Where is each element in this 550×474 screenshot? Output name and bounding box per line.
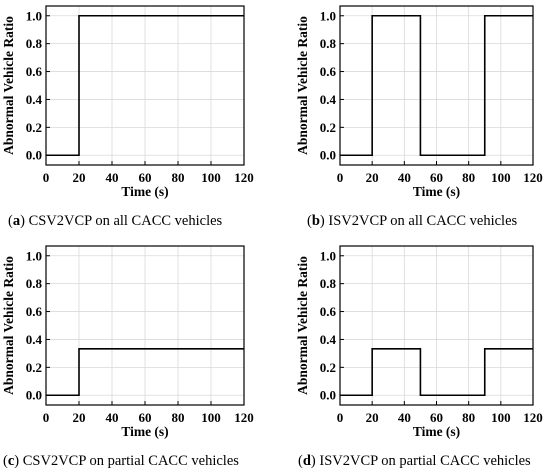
x-tick-label-d-0: 0: [337, 410, 344, 425]
caption-c-text: CSV2VCP on partial CACC vehicles: [22, 453, 239, 469]
x-tick-label-b-2: 40: [398, 170, 411, 185]
x-tick-label-c-3: 60: [139, 410, 152, 425]
y-tick-label-b-5: 1.0: [320, 8, 336, 23]
x-tick-label-b-0: 0: [337, 170, 344, 185]
x-tick-label-d-1: 20: [366, 410, 379, 425]
caption-b-text: ISV2VCP on all CACC vehicles: [328, 213, 518, 229]
x-tick-label-a-2: 40: [106, 170, 119, 185]
y-tick-label-c-1: 0.2: [26, 360, 42, 375]
y-tick-label-a-2: 0.4: [26, 92, 43, 107]
x-tick-label-b-5: 100: [491, 170, 511, 185]
y-axis-label-d: Abnormal Vehicle Ratio: [295, 256, 310, 395]
x-tick-label-a-1: 20: [73, 170, 86, 185]
chart-panel-c: 0 20 40 60 80 100 120 0.0 0.2 0.4 0.6 0.8 1.0 Time (s…: [1, 245, 254, 439]
x-tick-label-c-0: 0: [43, 410, 50, 425]
y-tick-label-c-4: 0.8: [26, 276, 43, 291]
caption-a: (a) CSV2VCP on all CACC vehicles: [8, 213, 223, 229]
series-line-a-0: [46, 14, 244, 157]
x-tick-label-a-5: 100: [201, 170, 221, 185]
x-tick-label-a-0: 0: [43, 170, 50, 185]
y-tick-label-b-1: 0.2: [320, 120, 336, 135]
y-tick-label-b-2: 0.4: [320, 92, 337, 107]
x-tick-label-b-3: 60: [430, 170, 443, 185]
y-tick-label-d-5: 1.0: [320, 248, 336, 263]
series-line-c-0: [46, 347, 244, 397]
y-tick-label-c-2: 0.4: [26, 332, 43, 347]
caption-d-letter: d: [302, 453, 311, 469]
x-tick-label-c-5: 100: [201, 410, 221, 425]
y-tick-label-a-1: 0.2: [26, 120, 42, 135]
y-tick-label-a-5: 1.0: [26, 8, 42, 23]
caption-c-letter: c: [7, 453, 15, 469]
x-tick-label-d-2: 40: [398, 410, 411, 425]
y-tick-label-a-4: 0.8: [26, 36, 43, 51]
chart-panel-b: 0 20 40 60 80 100 120 0.0 0.2 0.4 0.6 0.8 1.0 Time (s…: [295, 5, 543, 199]
y-tick-label-d-2: 0.4: [320, 332, 337, 347]
x-axis-label-d: Time (s): [413, 424, 460, 439]
x-tick-label-c-6: 120: [234, 410, 254, 425]
x-tick-label-d-4: 80: [462, 410, 475, 425]
x-tick-label-c-4: 80: [172, 410, 185, 425]
x-tick-label-b-4: 80: [462, 170, 475, 185]
y-axis-label-b: Abnormal Vehicle Ratio: [295, 16, 310, 155]
y-axis-label-c: Abnormal Vehicle Ratio: [1, 256, 16, 395]
series-line-b-0: [340, 14, 533, 157]
x-axis-label-b: Time (s): [413, 184, 460, 199]
x-tick-label-a-4: 80: [172, 170, 185, 185]
y-tick-label-d-4: 0.8: [320, 276, 337, 291]
y-tick-label-b-4: 0.8: [320, 36, 337, 51]
x-tick-label-c-2: 40: [106, 410, 119, 425]
x-axis-label-c: Time (s): [121, 424, 168, 439]
chart-panel-a: 0 20 40 60 80 100 120 0.0 0.2 0.4 0.6 0.8 1.0 Time (s…: [1, 5, 254, 199]
y-tick-label-b-0: 0.0: [320, 148, 336, 163]
y-tick-label-a-0: 0.0: [26, 148, 42, 163]
x-tick-label-d-6: 120: [523, 410, 543, 425]
y-tick-label-c-0: 0.0: [26, 388, 42, 403]
chart-panel-d: 0 20 40 60 80 100 120 0.0 0.2 0.4 0.6 0.8 1.0 Time (s…: [295, 245, 543, 439]
caption-a-letter: a: [12, 213, 21, 229]
y-axis-label-a: Abnormal Vehicle Ratio: [1, 16, 16, 155]
y-tick-label-d-3: 0.6: [320, 304, 337, 319]
y-tick-label-b-3: 0.6: [320, 64, 337, 79]
series-line-d-0: [340, 347, 533, 397]
caption-c: (c) CSV2VCP on partial CACC vehicles: [3, 453, 239, 469]
x-tick-label-b-1: 20: [366, 170, 379, 185]
caption-a-text: CSV2VCP on all CACC vehicles: [28, 213, 223, 229]
y-tick-label-c-3: 0.6: [26, 304, 43, 319]
y-tick-label-c-5: 1.0: [26, 248, 42, 263]
caption-d-text: ISV2VCP on partial CACC vehicles: [319, 453, 531, 469]
y-tick-label-a-3: 0.6: [26, 64, 43, 79]
caption-b: (b) ISV2VCP on all CACC vehicles: [307, 213, 518, 229]
x-tick-label-d-5: 100: [491, 410, 511, 425]
x-tick-label-b-6: 120: [523, 170, 543, 185]
caption-d: (d) ISV2VCP on partial CACC vehicles: [298, 453, 531, 469]
y-tick-label-d-0: 0.0: [320, 388, 336, 403]
x-tick-label-a-3: 60: [139, 170, 152, 185]
x-tick-label-c-1: 20: [73, 410, 86, 425]
x-axis-label-a: Time (s): [121, 184, 168, 199]
y-tick-label-d-1: 0.2: [320, 360, 336, 375]
x-tick-label-d-3: 60: [430, 410, 443, 425]
caption-b-letter: b: [311, 213, 320, 229]
x-tick-label-a-6: 120: [234, 170, 254, 185]
